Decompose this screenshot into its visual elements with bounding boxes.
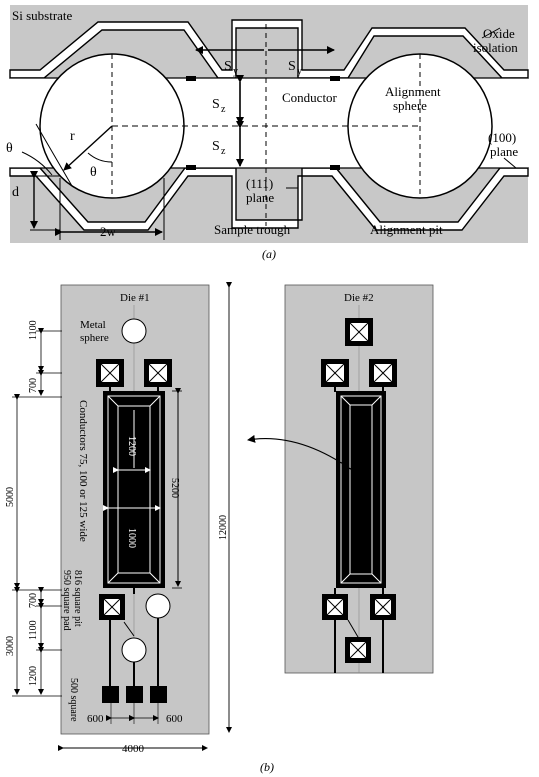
dim-700-top: 700 bbox=[28, 378, 39, 393]
dim-3000: 3000 bbox=[5, 636, 16, 656]
label-r: r bbox=[70, 129, 75, 144]
label-si-substrate: Si substrate bbox=[12, 8, 73, 23]
die-2-pad-top-right bbox=[369, 359, 397, 387]
square-500-pad bbox=[102, 686, 119, 703]
die-2-pad-top bbox=[345, 318, 373, 346]
metal-sphere-top bbox=[121, 318, 147, 344]
pad-bottom-left bbox=[99, 594, 125, 620]
die-1-title: Die #1 bbox=[120, 292, 150, 304]
label-sz-bottom: S bbox=[212, 139, 220, 154]
conductor-pad bbox=[186, 76, 196, 81]
metal-sphere-mid bbox=[145, 593, 171, 619]
square-500-pad bbox=[150, 686, 167, 703]
conductor-pad bbox=[186, 165, 196, 170]
label-alignment-pit: Alignment pit bbox=[370, 222, 443, 237]
label-theta-outer: θ bbox=[6, 141, 13, 156]
label-sz-top: S bbox=[212, 97, 220, 112]
label-theta-inner: θ bbox=[90, 165, 97, 180]
conductor-pad bbox=[330, 165, 340, 170]
dim-12000: 12000 bbox=[218, 515, 229, 540]
label-plane111-1: (111) bbox=[246, 176, 273, 191]
label-metal-2: sphere bbox=[80, 332, 109, 344]
label-sy-left: S bbox=[224, 59, 232, 74]
dim-1200-bottom: 1200 bbox=[28, 666, 39, 686]
die-2-pad-bottom-right bbox=[370, 594, 396, 620]
label-alignment-sphere-2: sphere bbox=[393, 98, 427, 113]
panel-a: Si substrate Oxide isolation S y S y S z… bbox=[6, 5, 529, 261]
dim-1200-inner: 1200 bbox=[126, 436, 137, 456]
die-2-pad-bottom-center bbox=[345, 637, 371, 663]
dim-700-mid: 700 bbox=[28, 593, 39, 608]
die-2-pad-top-left bbox=[321, 359, 349, 387]
label-conductor: Conductor bbox=[282, 90, 338, 105]
caption-a: (a) bbox=[262, 247, 276, 261]
label-sample-trough: Sample trough bbox=[214, 222, 291, 237]
caption-b: (b) bbox=[260, 760, 274, 774]
label-oxide-1: Oxide bbox=[483, 26, 515, 41]
label-metal-1: Metal bbox=[80, 319, 106, 331]
dim-600-left: 600 bbox=[87, 713, 104, 725]
label-500-square: 500 square bbox=[68, 678, 79, 722]
label-conductors: Conductors 75, 100 or 125 wide bbox=[77, 400, 89, 542]
dim-5200: 5200 bbox=[169, 478, 180, 498]
flip-arrow bbox=[247, 434, 353, 471]
die-2-pad-bottom-left bbox=[322, 594, 348, 620]
label-plane100-2: plane bbox=[490, 144, 518, 159]
dim-1100-top: 1100 bbox=[28, 320, 39, 340]
dim-4000: 4000 bbox=[122, 743, 145, 755]
panel-b: Die #1 Metal sphere bbox=[5, 282, 434, 774]
conductor-pad bbox=[330, 76, 340, 81]
sample-trough-die-2 bbox=[336, 391, 386, 588]
metal-sphere-low bbox=[121, 637, 147, 663]
label-oxide-2: isolation bbox=[473, 40, 518, 55]
label-sy-right-sub: y bbox=[297, 66, 302, 77]
dim-1000-inner: 1000 bbox=[126, 528, 137, 548]
label-sy-right: S bbox=[288, 59, 296, 74]
label-sz-bottom-sub: z bbox=[221, 146, 226, 157]
sample-trough-die-1: 1200 1000 bbox=[103, 391, 165, 588]
label-pad-1: 950 square pad bbox=[61, 570, 72, 631]
label-sy-left-sub: y bbox=[233, 66, 238, 77]
dim-5000: 5000 bbox=[5, 487, 16, 507]
label-pad-2: 816 square pit bbox=[72, 570, 83, 627]
label-2w: 2w bbox=[100, 224, 117, 239]
label-d: d bbox=[12, 185, 19, 200]
die-2-title: Die #2 bbox=[344, 292, 374, 304]
square-500-pad bbox=[126, 686, 143, 703]
label-alignment-sphere-1: Alignment bbox=[385, 84, 441, 99]
pad-top-left bbox=[96, 359, 124, 387]
dim-1100-mid: 1100 bbox=[28, 620, 39, 640]
dim-600-right: 600 bbox=[166, 713, 183, 725]
label-plane111-2: plane bbox=[246, 190, 274, 205]
label-sz-top-sub: z bbox=[221, 104, 226, 115]
label-plane100-1: (100) bbox=[488, 130, 516, 145]
pad-top-right bbox=[144, 359, 172, 387]
